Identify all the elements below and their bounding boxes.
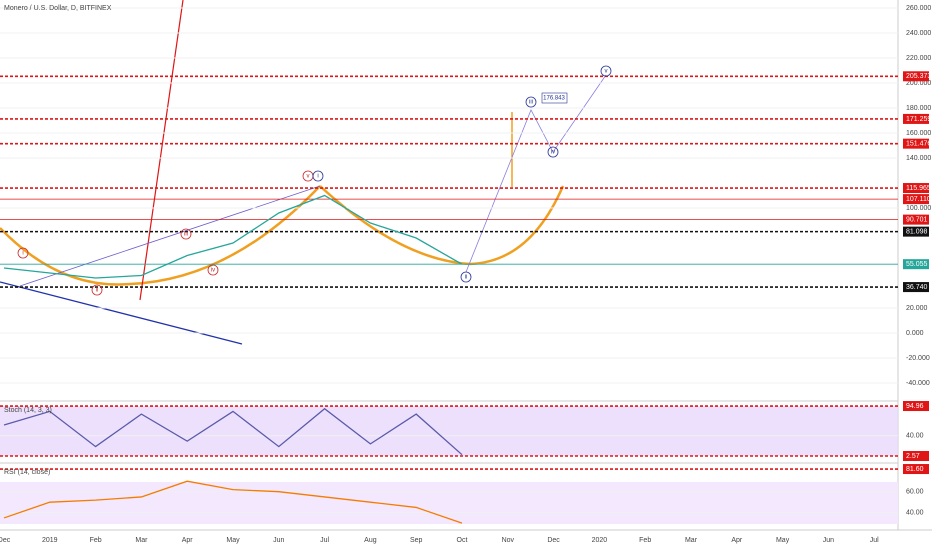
wave-label: ii <box>96 288 99 294</box>
indicator-title: RSI (14, close) <box>4 469 50 476</box>
wave-marker <box>312 170 324 182</box>
level-tag <box>903 282 929 293</box>
y-tick-label: 40.00 <box>906 433 924 440</box>
level-label: 36.740 <box>906 284 928 291</box>
wave-label: v <box>605 69 608 75</box>
x-tick-label: Jun <box>823 537 834 544</box>
level-tag <box>903 226 929 237</box>
wave-label: iii <box>184 232 188 238</box>
x-tick-label: Dec <box>0 537 11 544</box>
indicator-title: Stoch (14, 3, 3) <box>4 407 52 414</box>
trend-line <box>19 185 321 287</box>
x-tick-label: Jun <box>273 537 284 544</box>
wave-label: i <box>22 251 23 257</box>
trend-line <box>139 0 184 301</box>
x-tick-label: Feb <box>90 537 102 544</box>
level-label: 55.055 <box>906 261 928 268</box>
level-tag <box>903 138 929 149</box>
x-tick-label: 2019 <box>42 537 58 544</box>
y-tick-label: 260.000 <box>906 5 931 12</box>
x-tick-label: Dec <box>547 537 560 544</box>
wave-label: i <box>317 174 318 180</box>
level-label: 151.476 <box>906 140 931 147</box>
y-tick-label: 180.000 <box>906 105 931 112</box>
y-tick-label: -20.000 <box>906 355 930 362</box>
wave-marker <box>460 271 472 283</box>
level-tag <box>903 71 929 82</box>
price-line <box>3 407 463 456</box>
price-line <box>3 194 463 279</box>
level-tag <box>903 259 929 270</box>
y-tick-label: 140.000 <box>906 155 931 162</box>
projection-path <box>465 74 607 273</box>
y-tick-label: 100.000 <box>906 205 931 212</box>
y-tick-label: 160.000 <box>906 130 931 137</box>
oscillator-band <box>0 406 898 457</box>
wave-marker <box>600 65 612 77</box>
wave-marker <box>180 228 192 240</box>
cup-curve <box>0 185 321 286</box>
wave-marker <box>91 284 103 296</box>
chart-title: Monero / U.S. Dollar, D, BITFINEX <box>4 5 112 12</box>
x-tick-label: Mar <box>685 537 698 544</box>
level-label: 107.110 <box>906 196 931 203</box>
y-tick-label: 60.00 <box>906 489 924 496</box>
y-tick-label: 240.000 <box>906 30 931 37</box>
x-tick-label: Jul <box>320 537 329 544</box>
wave-marker <box>17 247 29 259</box>
level-tag <box>903 194 929 205</box>
y-tick-label: -40.000 <box>906 380 930 387</box>
x-tick-label: Oct <box>457 537 468 544</box>
y-tick-label: 200.000 <box>906 80 931 87</box>
wave-label: iii <box>529 100 533 106</box>
level-tag <box>903 451 929 462</box>
oscillator-band <box>0 482 898 524</box>
level-label: 115.965 <box>906 185 931 192</box>
wave-marker <box>547 146 559 158</box>
y-tick-label: 40.00 <box>906 510 924 517</box>
x-tick-label: May <box>226 537 240 544</box>
level-label: 90.701 <box>906 216 928 223</box>
x-tick-label: Nov <box>502 537 515 544</box>
x-tick-label: Aug <box>364 537 377 544</box>
level-label: 205.373 <box>906 73 931 80</box>
x-tick-label: May <box>776 537 790 544</box>
level-label: 171.259 <box>906 116 931 123</box>
y-tick-label: 20.000 <box>906 305 928 312</box>
level-label: 81.098 <box>906 228 928 235</box>
x-tick-label: 2020 <box>592 537 608 544</box>
x-tick-label: Sep <box>410 537 423 544</box>
price-line <box>3 480 463 524</box>
level-tag <box>903 464 929 475</box>
wave-label: v <box>307 174 310 180</box>
wave-label: ii <box>465 275 468 281</box>
y-tick-label: 0.000 <box>906 330 924 337</box>
wave-marker <box>525 96 537 108</box>
level-label: 2.57 <box>906 453 920 460</box>
level-tag <box>903 183 929 194</box>
x-tick-label: Apr <box>731 537 743 544</box>
level-label: 94.96 <box>906 403 924 410</box>
level-tag <box>903 113 929 124</box>
price-callout <box>541 92 568 104</box>
x-tick-label: Feb <box>639 537 651 544</box>
x-tick-label: Mar <box>135 537 148 544</box>
callout-label: 176.843 <box>543 96 565 102</box>
level-tag <box>903 401 929 412</box>
wave-marker <box>207 264 219 276</box>
wave-label: iv <box>551 150 555 156</box>
trend-line <box>0 281 243 345</box>
level-tag <box>903 214 929 225</box>
wave-label: iv <box>211 268 215 274</box>
x-tick-label: Apr <box>182 537 194 544</box>
y-tick-label: 220.000 <box>906 55 931 62</box>
x-tick-label: Jul <box>870 537 879 544</box>
level-label: 81.60 <box>906 466 924 473</box>
